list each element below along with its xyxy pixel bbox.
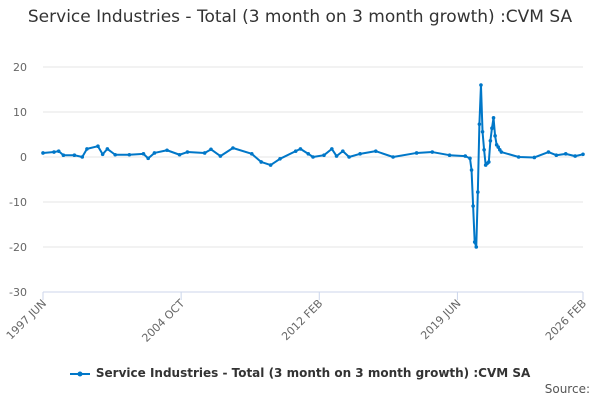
data-point <box>293 149 298 153</box>
data-point <box>373 149 378 153</box>
data-point <box>573 154 577 158</box>
x-tick-label: 1997 JUN <box>4 297 49 342</box>
data-point <box>546 150 551 154</box>
data-point <box>482 148 486 152</box>
y-tick-label: -30 <box>9 286 27 299</box>
data-point <box>56 149 61 153</box>
x-tick-label: 2019 JUN <box>418 297 463 342</box>
data-point <box>165 148 169 153</box>
x-tick-label: 2012 FEB <box>279 297 325 343</box>
data-point <box>581 152 585 157</box>
data-point <box>52 150 56 154</box>
data-point <box>202 151 207 155</box>
data-point <box>469 168 474 172</box>
data-point <box>141 152 146 156</box>
data-point <box>468 156 472 161</box>
data-point <box>496 145 501 149</box>
data-point <box>554 153 559 157</box>
data-point <box>490 126 494 130</box>
data-point <box>96 144 100 148</box>
data-point <box>85 147 89 151</box>
data-point <box>185 150 190 154</box>
data-point <box>516 155 521 159</box>
legend-label: Service Industries - Total (3 month on 3… <box>95 366 531 380</box>
data-point <box>330 147 334 151</box>
data-point <box>334 154 339 158</box>
data-point <box>61 153 66 157</box>
legend-line-icon <box>69 371 90 376</box>
data-point <box>358 152 362 156</box>
data-point <box>80 155 85 159</box>
data-point <box>491 116 496 120</box>
data-point <box>474 245 479 249</box>
data-point <box>430 150 435 154</box>
source-label: Source: <box>544 382 590 396</box>
data-point <box>231 146 235 150</box>
data-point <box>471 204 475 208</box>
data-point <box>41 151 45 155</box>
data-point <box>311 155 315 159</box>
data-point <box>72 153 77 157</box>
data-point <box>146 156 150 161</box>
chart-title: Service Industries - Total (3 month on 3… <box>27 7 573 27</box>
y-tick-label: 20 <box>13 61 27 74</box>
data-point <box>488 139 493 143</box>
data-point <box>563 152 568 156</box>
data-point <box>100 152 105 157</box>
x-tick-label: 2026 FEB <box>543 297 589 343</box>
data-point <box>306 152 311 156</box>
data-point <box>493 134 497 138</box>
data-point <box>479 83 483 87</box>
data-point <box>532 155 537 160</box>
data-point <box>347 155 351 159</box>
data-point <box>499 150 504 154</box>
data-point <box>414 151 419 155</box>
data-point <box>476 190 480 194</box>
data-point <box>177 152 182 157</box>
data-point <box>278 157 282 161</box>
data-point <box>487 160 491 164</box>
y-tick-label: -10 <box>9 196 27 209</box>
data-point <box>259 160 263 164</box>
data-point <box>447 153 452 157</box>
data-point <box>463 154 468 158</box>
data-point <box>477 122 482 126</box>
x-tick-label: 2004 OCT <box>139 297 187 345</box>
data-point <box>152 151 157 155</box>
data-point <box>127 152 132 157</box>
data-point <box>298 147 303 151</box>
data-point <box>341 149 345 153</box>
series-line <box>42 84 584 248</box>
data-point <box>480 130 485 134</box>
data-point <box>209 147 213 152</box>
data-point <box>249 152 254 156</box>
data-point <box>268 163 273 167</box>
y-tick-label: 0 <box>20 151 27 164</box>
y-tick-label: -20 <box>9 241 27 254</box>
data-point <box>322 153 326 157</box>
data-point <box>472 240 477 244</box>
y-tick-label: 10 <box>13 106 27 119</box>
data-point <box>218 154 223 158</box>
data-point <box>113 152 118 157</box>
legend-item[interactable]: Service Industries - Total (3 month on 3… <box>0 366 600 380</box>
data-point <box>391 155 395 159</box>
data-point <box>105 147 110 151</box>
